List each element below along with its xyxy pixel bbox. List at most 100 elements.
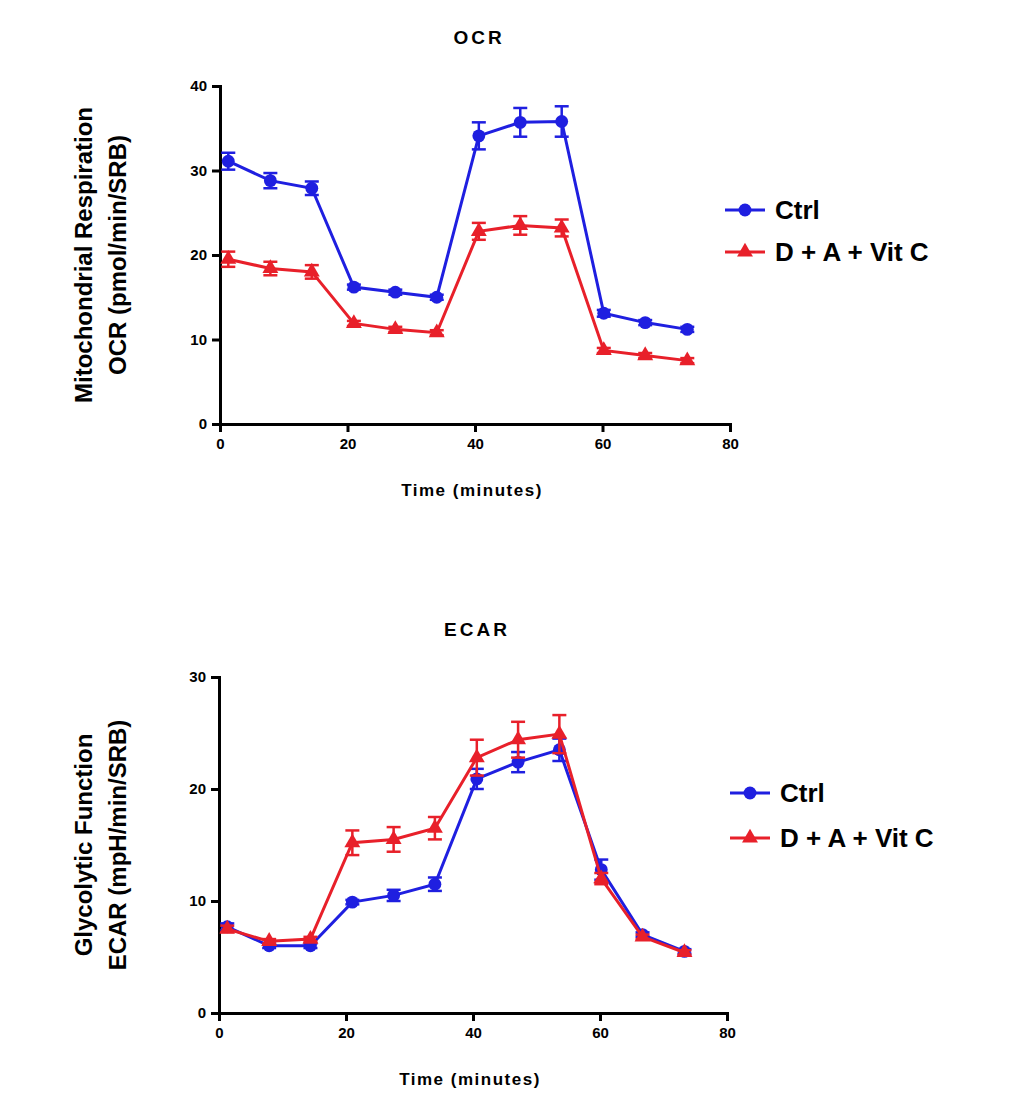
legend-marker xyxy=(739,204,752,217)
error-bar-cap xyxy=(387,826,401,829)
data-point xyxy=(555,115,568,128)
y-tick-label: 30 xyxy=(189,668,206,685)
y-axis-line xyxy=(211,678,220,1014)
y-tick-label: 10 xyxy=(190,331,207,348)
y-tick-mark xyxy=(212,254,220,257)
data-point xyxy=(637,346,653,360)
x-tick: 60 xyxy=(595,424,612,452)
data-point xyxy=(428,878,441,891)
error-bar-cap xyxy=(513,107,527,110)
x-axis-line xyxy=(221,425,731,433)
data-point xyxy=(346,896,359,909)
data-point xyxy=(593,869,609,883)
y-tick-label: 20 xyxy=(189,780,206,797)
error-bar-cap xyxy=(263,187,277,190)
error-bar xyxy=(387,827,401,852)
series xyxy=(220,739,691,958)
figure: OCR020406080010203040Time (minutes)Mitoc… xyxy=(0,0,1020,1119)
data-point xyxy=(512,756,525,769)
x-tick-label: 40 xyxy=(467,435,484,452)
legend-label: Ctrl xyxy=(780,778,825,808)
error-bar-cap xyxy=(221,168,235,171)
y-tick-mark xyxy=(212,85,220,88)
series-line xyxy=(227,734,684,952)
error-bar-cap xyxy=(555,105,569,108)
legend-item: D + A + Vit C xyxy=(730,823,934,853)
chart: OCR020406080010203040Time (minutes)Mitoc… xyxy=(70,27,929,500)
data-point xyxy=(635,928,651,942)
x-tick: 40 xyxy=(465,1013,482,1041)
x-tick-label: 0 xyxy=(216,435,224,452)
y-tick-mark xyxy=(211,676,219,679)
y-tick-mark xyxy=(211,788,219,791)
error-bar-cap xyxy=(263,274,277,277)
error-bar xyxy=(513,108,527,137)
x-tick-mark xyxy=(474,424,477,432)
y-tick-label: 30 xyxy=(190,162,207,179)
legend-label: D + A + Vit C xyxy=(780,823,934,853)
legend-marker xyxy=(742,829,758,843)
y-tick-mark xyxy=(212,170,220,173)
x-axis-line xyxy=(220,1014,728,1022)
data-point xyxy=(512,216,528,230)
y-tick-mark xyxy=(211,1012,219,1015)
data-point xyxy=(346,314,362,328)
data-point xyxy=(262,259,278,273)
y-axis-title: Mitochondrial Respiration xyxy=(70,107,97,403)
data-point xyxy=(597,307,610,320)
data-point xyxy=(219,920,235,934)
series-line xyxy=(228,225,687,360)
legend-item: Ctrl xyxy=(725,195,820,225)
error-bar xyxy=(472,122,486,149)
x-tick-mark xyxy=(345,1013,348,1021)
error-bar-cap xyxy=(511,756,525,759)
legend-marker xyxy=(737,243,753,257)
y-tick: 30 xyxy=(189,668,219,685)
data-point xyxy=(429,324,445,338)
data-point xyxy=(551,725,567,739)
y-tick-label: 0 xyxy=(198,1004,206,1021)
y-axis-title: ECAR (mpH/min/SRB) xyxy=(104,720,131,971)
series xyxy=(219,715,692,957)
x-tick: 20 xyxy=(340,424,357,452)
x-tick: 60 xyxy=(592,1013,609,1041)
error-bar xyxy=(221,153,235,170)
data-point xyxy=(344,834,360,848)
data-point xyxy=(639,316,652,329)
y-tick-mark xyxy=(211,900,219,903)
x-tick-mark xyxy=(347,424,350,432)
data-point xyxy=(222,155,235,168)
legend: Ctrl D + A + Vit C xyxy=(730,778,934,853)
error-bar xyxy=(511,722,525,758)
error-bar-cap xyxy=(221,152,235,155)
x-tick: 0 xyxy=(216,424,224,452)
data-point xyxy=(389,286,402,299)
data-point xyxy=(347,281,360,294)
chart: ECAR0204060800102030Time (minutes)Glycol… xyxy=(70,619,934,1089)
legend-label: D + A + Vit C xyxy=(775,237,929,267)
series-line xyxy=(227,750,684,952)
y-tick-label: 40 xyxy=(190,77,207,94)
error-bar-cap xyxy=(555,235,569,238)
legend: Ctrl D + A + Vit C xyxy=(725,195,929,267)
data-point xyxy=(302,930,318,944)
chart-title: OCR xyxy=(453,27,504,48)
data-point xyxy=(510,731,526,745)
y-axis-title: Glycolytic Function xyxy=(70,734,97,957)
data-point xyxy=(386,830,402,844)
y-tick: 10 xyxy=(189,892,219,909)
plot-area xyxy=(220,106,695,365)
error-bar xyxy=(263,173,277,188)
error-bar-cap xyxy=(513,233,527,236)
x-tick-mark xyxy=(472,1013,475,1021)
x-tick: 20 xyxy=(338,1013,355,1041)
error-bar-cap xyxy=(511,771,525,774)
data-point xyxy=(679,351,695,365)
plot-area xyxy=(219,715,692,958)
error-bar-cap xyxy=(387,850,401,853)
x-tick-mark xyxy=(602,424,605,432)
error-bar-cap xyxy=(513,135,527,138)
x-axis: 020406080 xyxy=(216,424,739,452)
error-bar-cap xyxy=(263,172,277,175)
error-bar-cap xyxy=(428,838,442,841)
